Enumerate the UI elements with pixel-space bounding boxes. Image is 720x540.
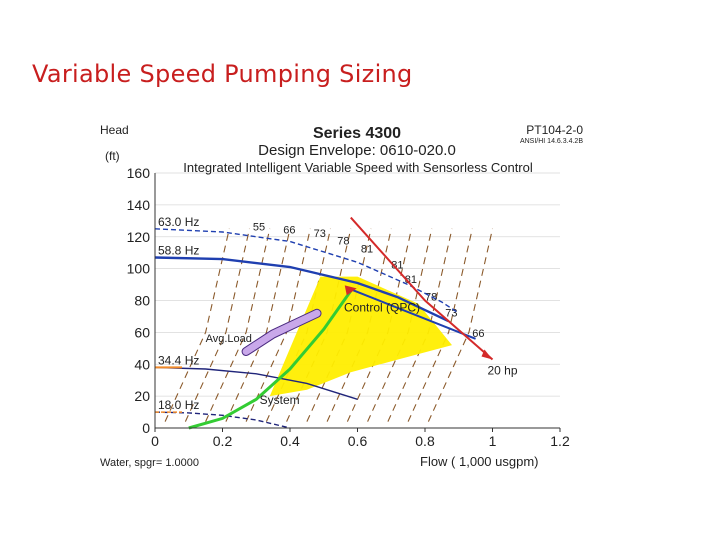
efficiency-isoline	[225, 228, 291, 422]
design-envelope-area	[269, 276, 452, 397]
efficiency-label: 66	[283, 225, 295, 237]
x-tick-label: 1	[489, 433, 497, 449]
slide-title: Variable Speed Pumping Sizing	[32, 60, 413, 88]
efficiency-isoline	[164, 228, 230, 422]
speed-curve	[154, 228, 460, 314]
x-tick-label: 0.8	[415, 433, 435, 449]
doc-id: PT104-2-0	[526, 123, 583, 137]
efficiency-label: 78	[337, 236, 349, 248]
x-tick-label: 0.2	[213, 433, 233, 449]
axes: 0 20 40 60 80 100 120 140 160 0 0.2 0.4 0.6 0.8 1 1.2	[127, 165, 570, 449]
y-tick-label: 80	[134, 293, 150, 309]
speed-curve-label: 63.0 Hz	[158, 215, 199, 229]
max-power-line	[350, 216, 494, 361]
efficiency-label: 55	[253, 221, 265, 233]
max-power-label: 20 hp	[488, 363, 518, 377]
efficiency-isoline	[407, 228, 473, 422]
doc-sub: ANSI/HI 14.6.3.4.2B	[520, 138, 583, 145]
control-curve	[350, 288, 476, 340]
x-tick-label: 1.2	[550, 433, 570, 449]
control-curve-label: Control (QPC)	[344, 301, 420, 315]
efficiency-label: 73	[445, 307, 457, 319]
chart-subtitle-control: Integrated Intelligent Variable Speed wi…	[183, 160, 533, 175]
y-tick-label: 100	[127, 261, 151, 277]
design-envelope	[269, 276, 452, 397]
system-curve-label: System	[260, 393, 300, 407]
fluid-note: Water, spgr= 1.0000	[100, 457, 199, 469]
y-tick-label: 160	[127, 165, 151, 181]
avg-load-band	[242, 309, 321, 355]
y-tick-label: 20	[134, 388, 150, 404]
avg-load-label: Avg.Load	[206, 333, 252, 345]
y-axis-label: Head	[100, 123, 129, 137]
design-point-marker	[344, 285, 357, 296]
y-axis-unit: (ft)	[105, 149, 120, 163]
x-axis-label: Flow ( 1,000 usgpm)	[420, 454, 539, 469]
chart-title: Series 4300	[313, 125, 401, 142]
x-tick-label: 0.6	[348, 433, 368, 449]
y-tick-label: 140	[127, 197, 151, 213]
speed-curve-label: 18.0 Hz	[158, 398, 199, 412]
efficiency-label: 66	[472, 328, 484, 340]
curve-series: 63.0 Hz 58.8 Hz 34.4 Hz 18.0 Hz Avg.Load Syst…	[154, 215, 518, 430]
chart-labels: Series 4300 Design Envelope: 0610-020.0 …	[100, 123, 583, 469]
y-tick-label: 60	[134, 324, 150, 340]
x-tick-label: 0.4	[280, 433, 300, 449]
speed-curve	[154, 366, 358, 400]
efficiency-label: 81	[361, 244, 373, 256]
speed-curve	[154, 256, 450, 323]
speed-curve	[154, 411, 291, 429]
y-tick-label: 120	[127, 229, 151, 245]
efficiency-label: 81	[391, 260, 403, 272]
efficiency-isoline	[427, 228, 494, 422]
y-tick-label: 40	[134, 356, 150, 372]
max-power-arrowhead	[481, 349, 493, 360]
system-curve	[188, 290, 353, 430]
efficiency-label: 81	[405, 274, 417, 286]
x-tick-label: 0	[151, 433, 159, 449]
efficiency-isoline	[184, 228, 251, 422]
efficiency-label: 73	[314, 228, 326, 240]
speed-curve-label: 34.4 Hz	[158, 353, 199, 367]
speed-curve-label: 58.8 Hz	[158, 243, 199, 257]
chart-subtitle: Design Envelope: 0610-020.0	[258, 142, 456, 159]
y-tick-label: 0	[142, 420, 150, 436]
